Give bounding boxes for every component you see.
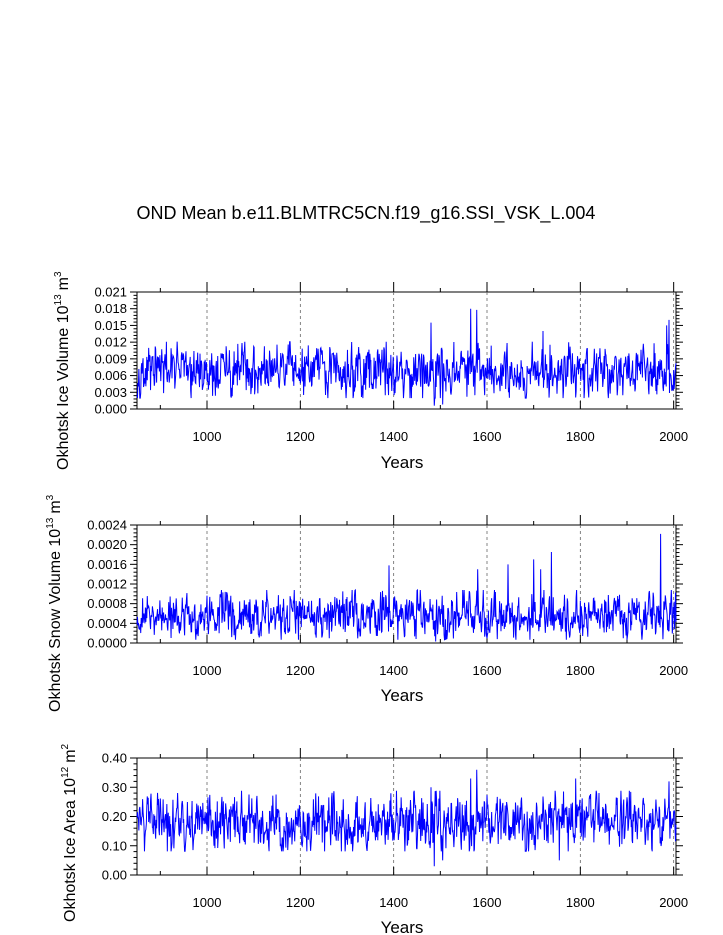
- y-label-text: Okhotsk Ice Area 10: [62, 778, 79, 922]
- x-tick-label: 1200: [286, 663, 315, 678]
- x-tick-label: 1200: [286, 429, 315, 444]
- y-tick-label: 0.10: [102, 838, 127, 853]
- x-tick-label: 1400: [379, 429, 408, 444]
- y-tick-label: 0.0008: [87, 596, 127, 611]
- x-tick-label: 1200: [286, 895, 315, 910]
- y-tick-label: 0.006: [94, 368, 127, 383]
- y-tick-label: 0.30: [102, 780, 127, 795]
- y-tick-label: 0.021: [94, 285, 127, 300]
- y-tick-label: 0.20: [102, 809, 127, 824]
- x-axis-label: Years: [381, 918, 424, 935]
- y-label-text: Okhotsk Snow Volume 10: [47, 529, 64, 712]
- y-label-exponent: 13: [45, 517, 56, 529]
- y-label-exponent: 12: [60, 766, 71, 778]
- y-tick-label: 0.0004: [87, 616, 127, 631]
- y-tick-label: 0.0020: [87, 537, 127, 552]
- y-tick-label: 0.0016: [87, 557, 127, 572]
- y-label-unit-exponent: 2: [60, 743, 71, 749]
- panel-snow-volume: 0.0000 0.0004 0.0008 0.0012 0.0016 0.0020 0.00…: [45, 494, 688, 712]
- y-tick-label: 0.40: [102, 751, 127, 766]
- x-axis-label: Years: [381, 686, 424, 705]
- x-tick-label: 2000: [659, 895, 688, 910]
- y-tick-label: 0.009: [94, 351, 127, 366]
- x-tick-label: 1000: [193, 895, 222, 910]
- y-tick-label: 0.000: [94, 402, 127, 417]
- y-tick-label: 0.015: [94, 318, 127, 333]
- plot-frame: [136, 291, 677, 410]
- y-label-unit-exponent: 3: [45, 494, 56, 500]
- x-tick-label: 1800: [566, 663, 595, 678]
- x-tick-label: 1400: [379, 895, 408, 910]
- x-tick-label: 1000: [193, 663, 222, 678]
- y-label-unit: m: [62, 749, 79, 762]
- y-axis-label: Okhotsk Ice Area 1012 m2: [60, 743, 79, 922]
- x-tick-label: 1800: [566, 429, 595, 444]
- x-tick-label: 1600: [473, 663, 502, 678]
- y-tick-label: 0.012: [94, 335, 127, 350]
- y-axis-label: Okhotsk Ice Volume 1013 m3: [53, 271, 72, 470]
- y-tick-label: 0.0012: [87, 577, 127, 592]
- y-label-unit-exponent: 3: [53, 271, 64, 277]
- y-tick-label: 0.0000: [87, 636, 127, 651]
- x-tick-label: 2000: [659, 663, 688, 678]
- x-tick-label: 2000: [659, 429, 688, 444]
- series-line-ice-area: [136, 769, 677, 867]
- y-label-unit: m: [55, 277, 72, 290]
- y-tick-label: 0.0024: [87, 518, 127, 533]
- series-line-snow-volume: [136, 533, 677, 642]
- x-tick-label: 1600: [473, 895, 502, 910]
- x-tick-label: 1400: [379, 663, 408, 678]
- y-tick-label: 0.00: [102, 868, 127, 883]
- plot-frame: [136, 524, 677, 644]
- x-axis-label: Years: [381, 453, 424, 472]
- y-tick-label: 0.018: [94, 301, 127, 316]
- series-line-ice-volume: [136, 308, 677, 406]
- figure-title: OND Mean b.e11.BLMTRC5CN.f19_g16.SSI_VSK…: [137, 203, 596, 224]
- panel-ice-area: 0.00 0.10 0.20 0.30 0.40 1000 1200 1400 1600 180…: [60, 743, 688, 935]
- x-tick-label: 1000: [193, 429, 222, 444]
- y-label-text: Okhotsk Ice Volume 10: [55, 305, 72, 470]
- y-tick-label: 0.003: [94, 385, 127, 400]
- y-label-unit: m: [47, 500, 64, 513]
- y-axis-label: Okhotsk Snow Volume 1013 m3: [45, 494, 64, 712]
- x-tick-label: 1800: [566, 895, 595, 910]
- x-tick-label: 1600: [473, 429, 502, 444]
- y-label-exponent: 13: [53, 294, 64, 306]
